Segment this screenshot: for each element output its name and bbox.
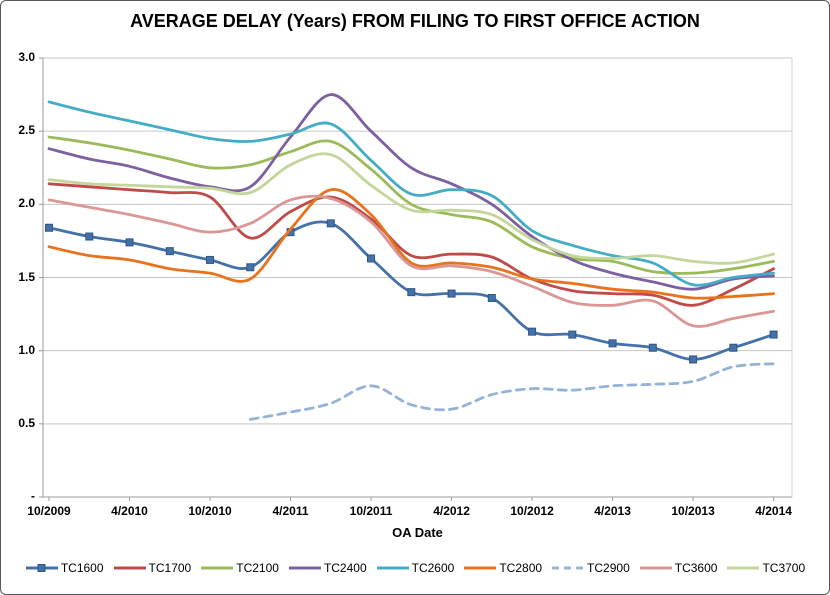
- series-marker-TC1600: [407, 288, 416, 297]
- x-tick-label: 10/2012: [510, 504, 554, 518]
- legend-label-TC2400: TC2400: [323, 561, 367, 575]
- x-tick-label: 10/2010: [188, 504, 232, 518]
- series-marker-TC1600: [689, 355, 698, 364]
- legend-item-TC2400: TC2400: [288, 561, 367, 575]
- x-tick-label: 4/2010: [111, 504, 148, 518]
- y-tick-label: 3.0: [18, 50, 35, 64]
- series-marker-TC1600: [165, 247, 174, 256]
- series-marker-TC1600: [125, 238, 134, 247]
- series-marker-TC1600: [769, 330, 778, 339]
- series-line-TC2100: [47, 135, 775, 275]
- x-tick-label: 4/2014: [755, 504, 792, 518]
- y-tick-label: 2.5: [18, 123, 35, 138]
- series-marker-TC1600: [246, 263, 255, 272]
- legend-label-TC3600: TC3600: [674, 561, 718, 575]
- legend-swatch-TC1600: [25, 564, 58, 572]
- x-tick-label: 10/2013: [671, 504, 715, 518]
- legend-label-TC1700: TC1700: [148, 561, 192, 575]
- legend-label-TC1600: TC1600: [60, 561, 104, 575]
- y-tick-label: 1.0: [18, 342, 35, 357]
- legend-swatch-TC2100: [201, 566, 234, 570]
- x-axis-title: OA Date: [392, 525, 443, 540]
- y-tick-label: 2.0: [18, 196, 35, 211]
- series-line-TC3600: [47, 194, 775, 328]
- legend-marker: [37, 564, 46, 572]
- legend-item-TC3600: TC3600: [639, 561, 718, 575]
- legend-item-TC1600: TC1600: [25, 561, 104, 575]
- series-marker-TC1600: [608, 339, 617, 348]
- legend: TC1600 TC1700 TC2100 TC2400 TC2600 TC2800 TC29…: [11, 561, 819, 575]
- legend-label-TC2600: TC2600: [411, 561, 455, 575]
- legend-swatch-TC2400: [288, 566, 321, 570]
- series-line-TC2800: [47, 188, 775, 300]
- series-line-TC3700: [47, 152, 775, 265]
- legend-swatch-TC2600: [376, 566, 409, 570]
- y-tick-label: 0.5: [18, 415, 35, 430]
- x-tick-label: 4/2011: [272, 504, 309, 518]
- series-marker-TC1600: [206, 255, 215, 264]
- legend-item-TC2600: TC2600: [376, 561, 455, 575]
- y-tick-label: 1.5: [18, 269, 35, 284]
- x-tick-label: 10/2009: [27, 504, 71, 518]
- series-line-TC2400: [47, 93, 775, 291]
- legend-swatch-TC3700: [727, 566, 760, 570]
- legend-label-TC2900: TC2900: [587, 561, 630, 575]
- series-marker-TC1600: [326, 219, 335, 228]
- series-line-TC1700: [47, 182, 775, 307]
- legend-item-TC2100: TC2100: [200, 561, 279, 575]
- series-marker-TC1600: [487, 293, 496, 302]
- series-marker-TC1600: [447, 289, 456, 298]
- legend-swatch-TC2900: [552, 566, 585, 570]
- x-tick-label: 4/2012: [433, 504, 470, 518]
- legend-item-TC1700: TC1700: [113, 561, 192, 575]
- legend-item-TC3700: TC3700: [726, 561, 805, 575]
- x-tick-label: 10/2011: [349, 504, 393, 518]
- legend-item-TC2800: TC2800: [463, 561, 542, 575]
- legend-label-TC3700: TC3700: [762, 561, 806, 575]
- chart-title: AVERAGE DELAY (Years) FROM FILING TO FIR…: [130, 11, 700, 31]
- legend-label-TC2800: TC2800: [499, 561, 543, 575]
- series-marker-TC1600: [45, 223, 53, 232]
- series-marker-TC1600: [528, 327, 537, 336]
- y-tick-label: -: [31, 489, 35, 503]
- series-marker-TC1600: [568, 330, 577, 339]
- series-marker-TC1600: [367, 254, 376, 263]
- series-marker-TC1600: [729, 343, 738, 352]
- series-marker-TC1600: [85, 232, 94, 241]
- legend-item-TC2900: TC2900: [551, 561, 630, 575]
- legend-swatch-TC3600: [639, 566, 672, 570]
- series-line-TC2600: [47, 100, 775, 287]
- legend-swatch-TC1700: [113, 566, 146, 570]
- series-line-TC2900: [248, 362, 775, 421]
- series-marker-TC1600: [648, 343, 657, 352]
- legend-swatch-TC2800: [464, 566, 497, 570]
- x-tick-label: 4/2013: [594, 504, 631, 518]
- legend-label-TC2100: TC2100: [236, 561, 279, 575]
